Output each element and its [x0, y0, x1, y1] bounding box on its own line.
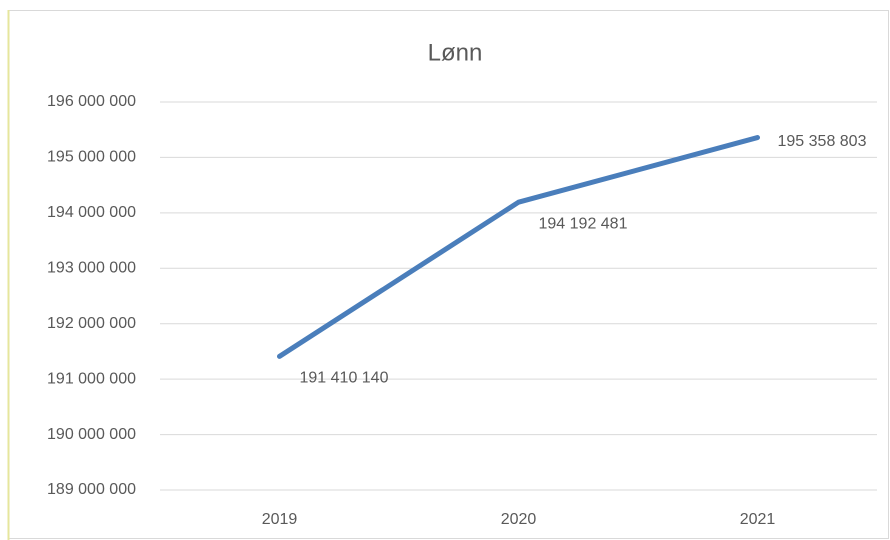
y-tick-label: 193 000 000	[47, 260, 136, 277]
chart-frame	[8, 10, 889, 539]
line-series	[277, 135, 760, 359]
y-tick-label: 191 000 000	[47, 370, 136, 387]
x-tick-label: 2021	[740, 511, 776, 528]
chart-title: Lønn	[428, 39, 483, 66]
x-tick-label: 2020	[501, 511, 537, 528]
data-label: 195 358 803	[778, 133, 867, 150]
x-tick-label: 2019	[262, 511, 298, 528]
data-label: 191 410 140	[300, 370, 389, 387]
y-tick-label: 196 000 000	[47, 93, 136, 110]
y-tick-label: 190 000 000	[47, 426, 136, 443]
y-tick-label: 192 000 000	[47, 315, 136, 332]
y-tick-label: 189 000 000	[47, 481, 136, 498]
y-tick-label: 194 000 000	[47, 204, 136, 221]
y-tick-label: 195 000 000	[47, 149, 136, 166]
data-label: 194 192 481	[539, 215, 628, 232]
